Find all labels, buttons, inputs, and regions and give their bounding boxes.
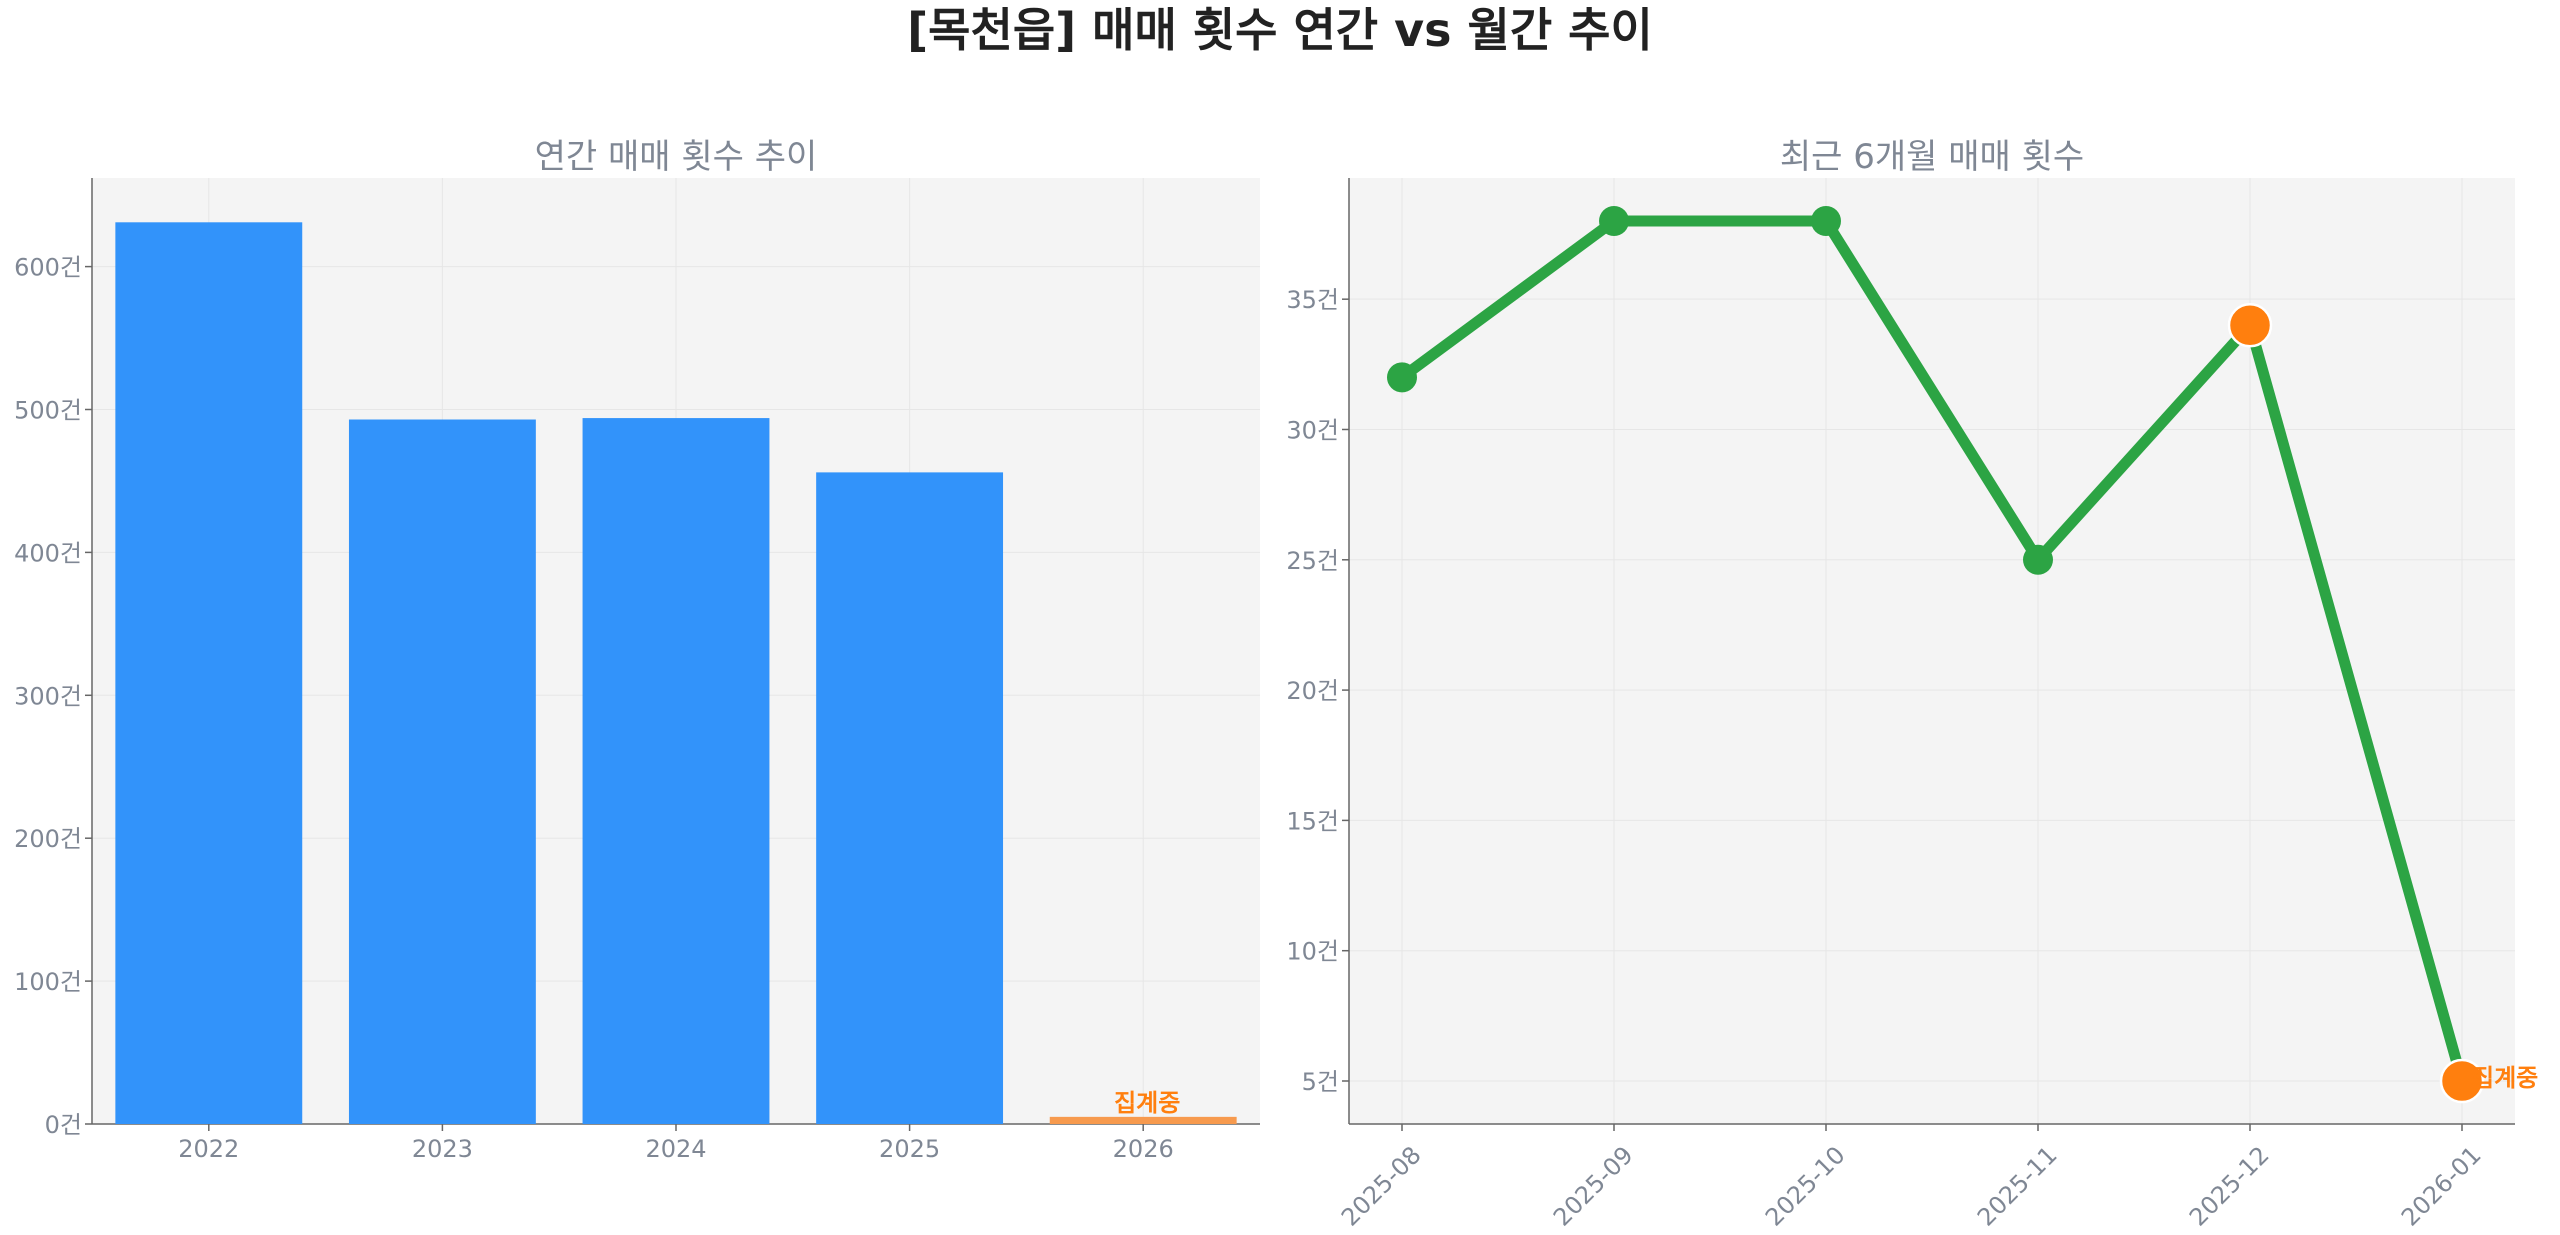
bar-2026 [1049, 1116, 1237, 1124]
x-tick-label: 2023 [412, 1135, 473, 1163]
point-2025-12 [2227, 302, 2273, 348]
point-2025-08 [1387, 362, 1417, 393]
y-tick-label: 5건 [1302, 1068, 1339, 1096]
x-tick-label: 2022 [178, 1135, 239, 1163]
point-2025-10 [1811, 206, 1841, 236]
y-tick-label: 10건 [1286, 938, 1339, 966]
bar-2024 [582, 418, 770, 1124]
y-tick-label: 35건 [1286, 286, 1339, 314]
series-line [1396, 215, 2468, 1087]
y-tick-label: 600건 [14, 254, 82, 282]
x-tick-label: 2026-01 [2396, 1141, 2487, 1232]
x-tick-label: 2025-09 [1548, 1141, 1639, 1232]
y-tick-label: 30건 [1286, 416, 1339, 444]
figure-title: [목천읍] 매매 횟수 연간 vs 월간 추이 [907, 3, 1653, 57]
x-tick-label: 2026 [1113, 1135, 1174, 1163]
annual-chart: 연간 매매 횟수 추이 0건 100건 200건 300건 400건 500건 600건 202… [14, 137, 1260, 1163]
point-2025-11 [2023, 544, 2053, 575]
chart-title: 연간 매매 횟수 추이 [535, 137, 818, 177]
bar-2023 [348, 419, 536, 1125]
point-2025-09 [1599, 206, 1629, 236]
x-tick-label: 2025-11 [1972, 1141, 2063, 1232]
x-tick-label: 2024 [645, 1135, 706, 1163]
x-tick-label: 2025-12 [2184, 1141, 2275, 1232]
x-tick-label: 2025 [879, 1135, 940, 1163]
chart-title: 최근 6개월 매매 횟수 [1780, 137, 2084, 177]
y-tick-label: 0건 [45, 1111, 82, 1139]
y-tick-label: 200건 [14, 825, 82, 853]
x-tick-label: 2025-08 [1336, 1141, 1427, 1232]
y-tick-label: 100건 [14, 968, 82, 996]
y-tick-label: 300건 [14, 682, 82, 710]
y-tick-label: 400건 [14, 539, 82, 567]
bar-2025 [816, 472, 1004, 1124]
bar-annotation: 집계중 [1114, 1089, 1180, 1117]
y-tick-label: 500건 [14, 396, 82, 424]
y-tick-label: 20건 [1286, 677, 1339, 705]
bar-2022 [115, 222, 303, 1125]
point-annotation: 집계중 [2472, 1064, 2538, 1092]
monthly-chart: 최근 6개월 매매 횟수 5건 10건 15건 20건 25건 30건 35건 2025-08 2… [1286, 137, 2538, 1232]
point-2026-01 [2439, 1058, 2485, 1104]
plot-area [1349, 178, 2515, 1124]
y-tick-label: 25건 [1286, 547, 1339, 575]
y-tick-label: 15건 [1286, 807, 1339, 835]
x-tick-label: 2025-10 [1760, 1141, 1851, 1232]
